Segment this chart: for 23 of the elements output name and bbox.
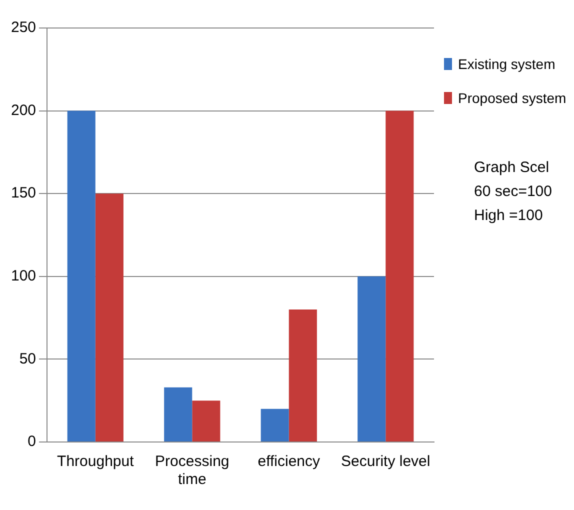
y-tick-label: 50 [19,350,36,368]
bar [358,276,386,442]
y-tick-label: 200 [10,102,36,119]
x-tick-label: efficiency [258,453,321,470]
bar [288,310,317,442]
bar [192,400,220,442]
legend-label: Existing system [458,56,556,72]
x-tick-label: Processing time [155,453,230,488]
y-tick-label: 0 [28,433,36,450]
bar [386,110,414,442]
x-tick-label: Throughput [57,453,135,470]
bar [95,194,124,442]
y-tick-label: 150 [10,184,36,202]
text: 60 sec=100 [474,182,553,202]
text: High =100 [474,206,544,226]
bar [164,387,192,442]
legend-label: Proposed system [458,90,566,106]
bar [67,110,96,442]
y-tick-label: 250 [10,19,36,36]
y-tick-label: 100 [10,268,36,285]
text: Graph Scel [474,158,550,178]
x-tick-label: Security level [341,453,430,470]
bar [260,408,289,442]
